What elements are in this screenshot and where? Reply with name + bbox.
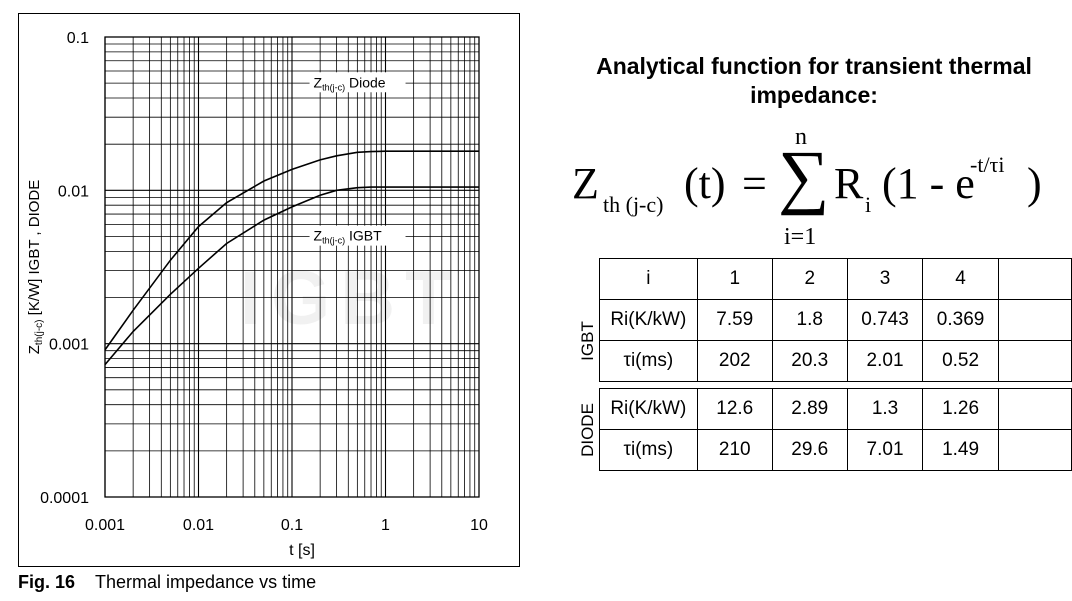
table-cell: 1.49 (922, 429, 999, 471)
table-cell (997, 429, 1072, 471)
x-tick-label: 10 (470, 517, 488, 534)
y-axis-label: Zth(j-c) [K/W] IGBT , DIODE (26, 180, 45, 354)
series-label-background (309, 72, 406, 93)
table-cell: 0.743 (846, 299, 924, 341)
y-tick-label: 0.01 (58, 183, 89, 200)
figure-caption-text: Thermal impedance vs time (95, 572, 317, 592)
header-corner (578, 259, 599, 300)
table-cell: 210 (696, 429, 773, 471)
formula-paren-open: (1 - e (882, 159, 975, 208)
sum-lower-limit: i=1 (784, 224, 817, 250)
table-gap (578, 382, 1072, 389)
formula-paren-close: ) (1027, 159, 1042, 208)
table-cell: 2.89 (771, 388, 848, 430)
table-row: τi(ms) 210 29.6 7.01 1.49 (578, 429, 1072, 471)
formula-z-subscript: th (j-c) (603, 192, 664, 217)
table-cell: 20.3 (771, 340, 848, 382)
figure-caption: Fig. 16 Thermal impedance vs time (18, 572, 316, 593)
table-cell (997, 299, 1072, 341)
table-header-row: i 1 2 3 4 (578, 258, 1072, 300)
table-cell: 1.26 (922, 388, 999, 430)
x-tick-label: 0.001 (85, 517, 125, 534)
series-label-diode: Zth(j-c) Diode (314, 74, 386, 92)
thermal-parameter-table: i 1 2 3 4 IGBT Ri(K/kW) 7.59 1.8 0.743 0… (578, 258, 1072, 471)
table-cell (997, 388, 1072, 430)
header-col-2: 2 (771, 258, 848, 300)
x-tick-label: 0.1 (281, 517, 303, 534)
row-label: Ri(K/kW) (598, 299, 698, 341)
table-cell (997, 340, 1072, 382)
header-col-3: 3 (846, 258, 924, 300)
formula-title: Analytical function for transient therma… (596, 53, 1032, 108)
formula-exponent: -t/τi (970, 152, 1005, 177)
table-cell: 12.6 (696, 388, 773, 430)
table-cell: 29.6 (771, 429, 848, 471)
table-row: DIODE Ri(K/kW) 12.6 2.89 1.3 1.26 (578, 388, 1072, 456)
chart-frame: 0.001 0.01 0.1 1 10 0.0001 0.001 0.01 0.1 t [s] Zt… (18, 13, 520, 567)
y-tick-label: 0.001 (49, 337, 89, 354)
y-tick-label: 0.0001 (40, 490, 89, 507)
table-cell: 1.8 (771, 299, 848, 341)
table-cell: 1.3 (846, 388, 924, 430)
x-tick-label: 0.01 (183, 517, 214, 534)
formula-arg: (t) (684, 159, 726, 208)
x-axis-label: t [s] (289, 542, 315, 559)
formula-r-subscript: i (865, 192, 872, 217)
header-col-4: 4 (922, 258, 999, 300)
row-label: τi(ms) (598, 340, 698, 382)
thermal-impedance-chart: 0.001 0.01 0.1 1 10 0.0001 0.001 0.01 0.1 t [s] Zt… (26, 30, 488, 559)
y-tick-label: 0.1 (67, 30, 89, 47)
header-col-1: 1 (696, 258, 773, 300)
formula-r: R (834, 159, 864, 208)
formula-equals: = (742, 159, 767, 208)
table-cell: 202 (696, 340, 773, 382)
header-col-5 (997, 258, 1072, 300)
table-cell: 0.369 (922, 299, 999, 341)
plot-area-border (104, 36, 480, 498)
group-label-igbt: IGBT (578, 320, 598, 361)
sum-symbol: ∑ (778, 136, 830, 216)
group-label-diode: DIODE (578, 402, 598, 457)
table-cell: 7.01 (846, 429, 924, 471)
header-label: i (598, 258, 698, 300)
series-line-igbt (104, 186, 479, 366)
series-label-background (309, 225, 406, 246)
series-label-igbt: Zth(j-c) IGBT (314, 228, 383, 246)
series-line-diode (104, 150, 479, 351)
table-row: IGBT Ri(K/kW) 7.59 1.8 0.743 0.369 (578, 299, 1072, 360)
figure-number: Fig. 16 (18, 572, 76, 592)
row-label: τi(ms) (598, 429, 698, 471)
x-tick-label: 1 (381, 517, 390, 534)
thermal-impedance-formula: Z th (j-c) (t) = n ∑ i=1 R i (1 - e -t/τ… (572, 124, 1052, 250)
table-cell: 2.01 (846, 340, 924, 382)
table-row: τi(ms) 202 20.3 2.01 0.52 (578, 340, 1072, 382)
table-cell: 0.52 (922, 340, 999, 382)
sum-upper-limit: n (795, 124, 807, 150)
row-label: Ri(K/kW) (598, 388, 698, 430)
table-cell: 7.59 (696, 299, 773, 341)
formula-z: Z (572, 159, 599, 208)
